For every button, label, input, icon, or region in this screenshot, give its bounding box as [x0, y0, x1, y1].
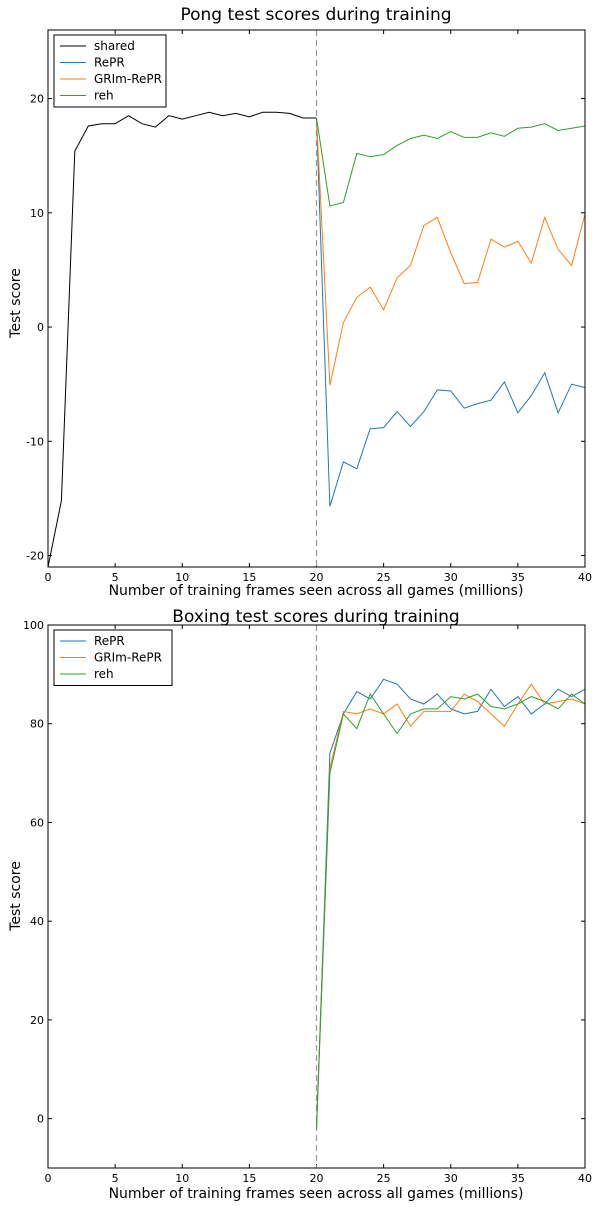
boxing-y-tick-label-80: 80 — [30, 718, 44, 731]
boxing-y-tick-label-20: 20 — [30, 1014, 44, 1027]
boxing-y-tick-label-100: 100 — [23, 619, 44, 632]
pong-y-tick-label-20: -20 — [26, 550, 44, 563]
boxing-x-tick-label-35: 35 — [511, 1172, 525, 1185]
pong-series-repr — [316, 117, 586, 507]
pong-x-tick-label-10: 10 — [175, 571, 189, 584]
pong-x-axis-label: Number of training frames seen across al… — [109, 583, 524, 599]
pong-x-tick-label-20: 20 — [310, 571, 324, 584]
boxing-x-tick-label-30: 30 — [444, 1172, 458, 1185]
pong-x-tick-label-40: 40 — [578, 571, 592, 584]
boxing-plot-frame — [47, 624, 586, 1169]
boxing-ticks: 0 5 10 15 20 25 30 35 40 0 20 40 60 80 100 — [23, 619, 592, 1185]
boxing-y-tick-label-0: 0 — [37, 1113, 44, 1126]
pong-x-tick-label-35: 35 — [511, 571, 525, 584]
pong-x-tick-label-30: 30 — [444, 571, 458, 584]
boxing-chart: Boxing test scores during training Numbe… — [8, 607, 592, 1202]
boxing-y-tick-label-60: 60 — [30, 816, 44, 829]
boxing-x-tick-label-5: 5 — [112, 1172, 119, 1185]
pong-series-reh — [316, 117, 586, 207]
boxing-series-lines — [316, 678, 586, 1129]
boxing-series-reh — [316, 693, 586, 1129]
pong-legend: shared RePR GRIm-RePR reh — [53, 34, 167, 108]
pong-y-axis-label: Test score — [8, 268, 24, 339]
pong-x-tick-label-0: 0 — [45, 571, 52, 584]
pong-y-tick-label-20: 20 — [30, 93, 44, 106]
pong-legend-box — [53, 34, 167, 108]
boxing-legend: RePR GRIm-RePR reh — [53, 629, 173, 686]
pong-legend-label-reh: reh — [94, 89, 114, 103]
pong-y-tick-label-10: 10 — [30, 207, 44, 220]
pong-x-tick-label-25: 25 — [377, 571, 391, 584]
boxing-x-tick-label-10: 10 — [175, 1172, 189, 1185]
pong-plot-frame — [47, 29, 586, 568]
pong-y-tick-label-0: 0 — [37, 321, 44, 334]
boxing-x-tick-label-25: 25 — [377, 1172, 391, 1185]
pong-series-shared — [47, 111, 317, 568]
pong-y-tick-label-10: -10 — [26, 435, 44, 448]
pong-chart: Pong test scores during training Number … — [8, 5, 592, 599]
pong-legend-label-repr: RePR — [94, 56, 125, 70]
pong-x-tick-label-5: 5 — [112, 571, 119, 584]
pong-legend-label-shared: shared — [94, 39, 135, 53]
boxing-legend-label-reh: reh — [94, 667, 114, 681]
pong-legend-label-grim-repr: GRIm-RePR — [94, 72, 162, 86]
boxing-y-tick-label-40: 40 — [30, 915, 44, 928]
boxing-x-tick-label-40: 40 — [578, 1172, 592, 1185]
pong-ticks: 0 5 10 15 20 25 30 35 40 -20 -10 0 10 20 — [26, 30, 592, 584]
boxing-x-tick-label-0: 0 — [45, 1172, 52, 1185]
boxing-series-grim-repr — [316, 683, 586, 1129]
boxing-y-axis-label: Test score — [8, 861, 24, 932]
boxing-legend-label-grim-repr: GRIm-RePR — [94, 651, 162, 665]
boxing-x-axis-label: Number of training frames seen across al… — [109, 1186, 524, 1202]
pong-chart-title: Pong test scores during training — [180, 5, 451, 25]
pong-x-tick-label-15: 15 — [242, 571, 256, 584]
boxing-series-repr — [316, 678, 586, 1129]
boxing-chart-title: Boxing test scores during training — [172, 607, 459, 627]
boxing-x-tick-label-20: 20 — [310, 1172, 324, 1185]
pong-series-grim-repr — [316, 117, 586, 386]
boxing-legend-label-repr: RePR — [94, 634, 125, 648]
boxing-x-tick-label-15: 15 — [242, 1172, 256, 1185]
pong-series-lines — [47, 111, 586, 568]
